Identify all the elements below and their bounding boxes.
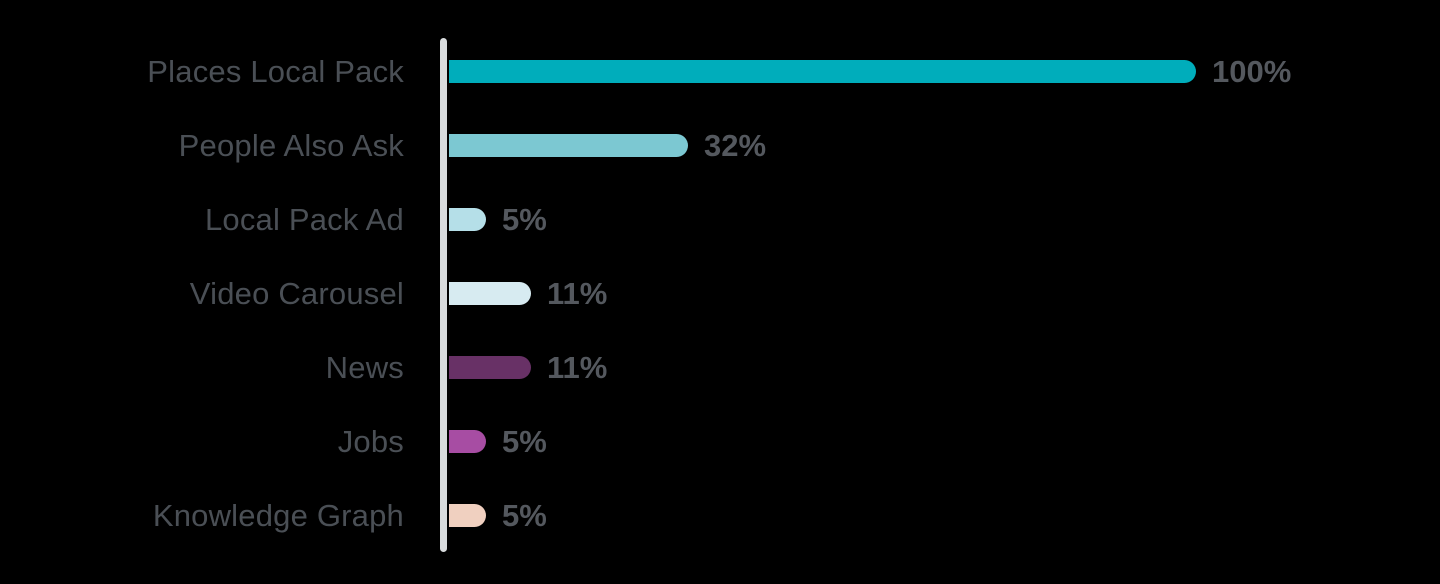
category-label: Jobs [337, 423, 404, 459]
bar-row: News 11% [0, 330, 1440, 404]
bar-row: Knowledge Graph 5% [0, 478, 1440, 552]
bar-track: 5% [449, 426, 547, 457]
bar-video-carousel [449, 281, 531, 305]
bar-track: 11% [449, 352, 607, 383]
y-axis-line [440, 38, 447, 552]
bar-row: Local Pack Ad 5% [0, 182, 1440, 256]
bar-track: 100% [449, 56, 1291, 87]
bar-news [449, 355, 531, 379]
category-label: Local Pack Ad [204, 201, 404, 237]
bar-row: Places Local Pack 100% [0, 34, 1440, 108]
value-label: 11% [547, 275, 608, 311]
value-label: 32% [704, 127, 767, 163]
bar-local-pack-ad [449, 207, 486, 231]
category-label: People Also Ask [178, 127, 404, 163]
bar-rows: Places Local Pack 100% People Also Ask 32% L… [0, 34, 1440, 552]
value-label: 5% [502, 497, 547, 533]
bar-knowledge-graph [449, 503, 486, 527]
bar-row: People Also Ask 32% [0, 108, 1440, 182]
category-label: News [325, 349, 404, 385]
bar-row: Video Carousel 11% [0, 256, 1440, 330]
bar-track: 11% [449, 278, 607, 309]
category-label: Video Carousel [189, 275, 404, 311]
value-label: 5% [502, 201, 547, 237]
bar-jobs [449, 429, 486, 453]
value-label: 5% [502, 423, 547, 459]
bar-row: Jobs 5% [0, 404, 1440, 478]
bar-places-local-pack [449, 59, 1196, 83]
value-label: 11% [547, 349, 608, 385]
bar-track: 5% [449, 204, 547, 235]
bar-track: 5% [449, 500, 547, 531]
bar-track: 32% [449, 130, 766, 161]
bar-people-also-ask [449, 133, 688, 157]
category-label: Knowledge Graph [152, 497, 404, 533]
category-label: Places Local Pack [147, 53, 404, 89]
value-label: 100% [1212, 53, 1292, 89]
